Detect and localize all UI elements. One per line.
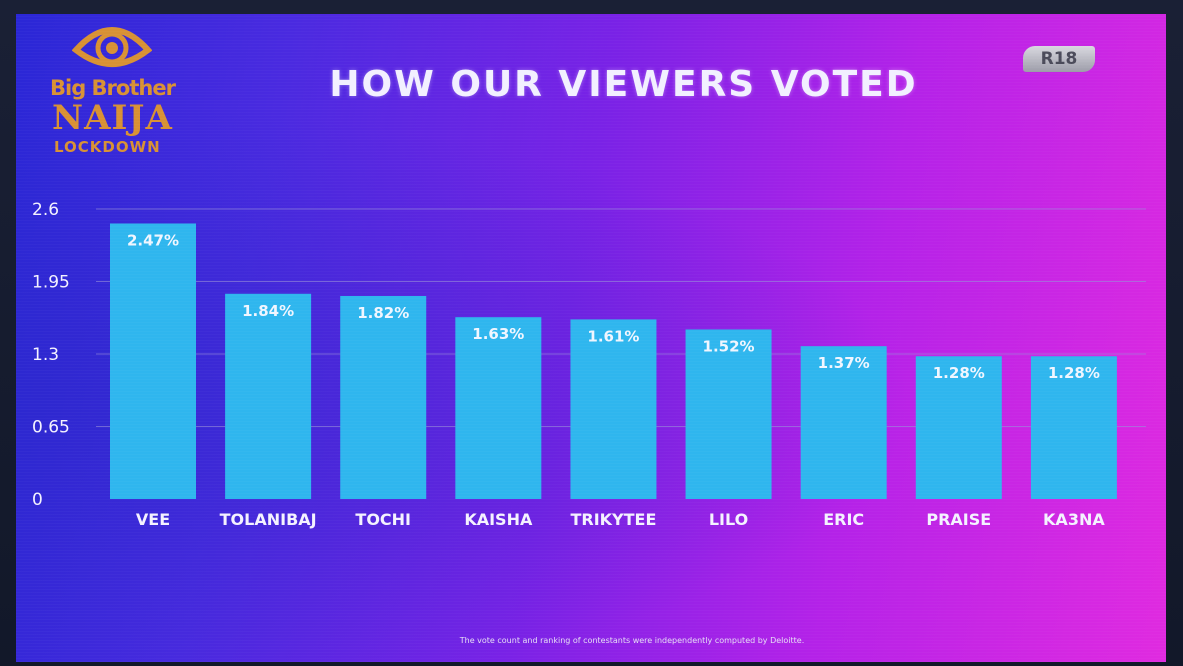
y-tick-label: 0.65 (32, 418, 70, 438)
bar (570, 319, 657, 499)
bar (1030, 356, 1117, 499)
y-tick-label: 1.95 (32, 273, 70, 293)
bar (110, 223, 196, 499)
bar (340, 296, 427, 499)
data-label: 1.28% (1048, 364, 1100, 382)
data-label: 2.47% (127, 232, 179, 250)
bar (800, 346, 887, 499)
data-label: 1.63% (472, 325, 524, 343)
footnote: The vote count and ranking of contestant… (459, 636, 805, 645)
category-label: KA3NA (1043, 510, 1105, 529)
data-label: 1.37% (818, 354, 870, 372)
data-label: 1.61% (587, 327, 639, 345)
category-label: ERIC (823, 510, 864, 529)
bar (225, 293, 312, 499)
tv-screen: Big Brother NAIJA LOCKDOWN HOW OUR VIEWE… (16, 14, 1166, 662)
category-label: KAISHA (464, 510, 533, 529)
y-tick-label: 1.3 (32, 345, 59, 365)
data-label: 1.28% (933, 364, 985, 382)
data-label: 1.52% (703, 337, 755, 355)
bar (455, 317, 542, 499)
data-label: 1.84% (242, 302, 294, 320)
y-tick-label: 0 (32, 490, 43, 510)
eye-logo-icon (72, 27, 152, 67)
data-label: 1.82% (357, 304, 409, 322)
category-label: VEE (136, 510, 170, 529)
category-label: LILO (709, 510, 748, 529)
y-tick-label: 2.6 (32, 200, 59, 220)
category-label: TOCHI (355, 510, 411, 529)
chart-title: HOW OUR VIEWERS VOTED (329, 64, 918, 105)
logo-text-big-brother: Big Brother (50, 76, 176, 100)
show-logo: Big Brother NAIJA LOCKDOWN (46, 16, 176, 166)
bar (915, 356, 1002, 499)
category-label: TOLANIBAJ (220, 510, 317, 529)
bar-chart: 0 0.65 1.3 1.95 2.6 2.47% VEE 1.84% TOLANIBAJ 1.8… (32, 200, 1146, 529)
category-label: PRAISE (926, 510, 991, 529)
category-label: TRIKYTEE (570, 510, 656, 529)
logo-text-lockdown: LOCKDOWN (54, 138, 161, 156)
bar (685, 329, 772, 499)
logo-text-naija: NAIJA (52, 98, 173, 138)
rating-badge: R18 (1023, 46, 1095, 72)
